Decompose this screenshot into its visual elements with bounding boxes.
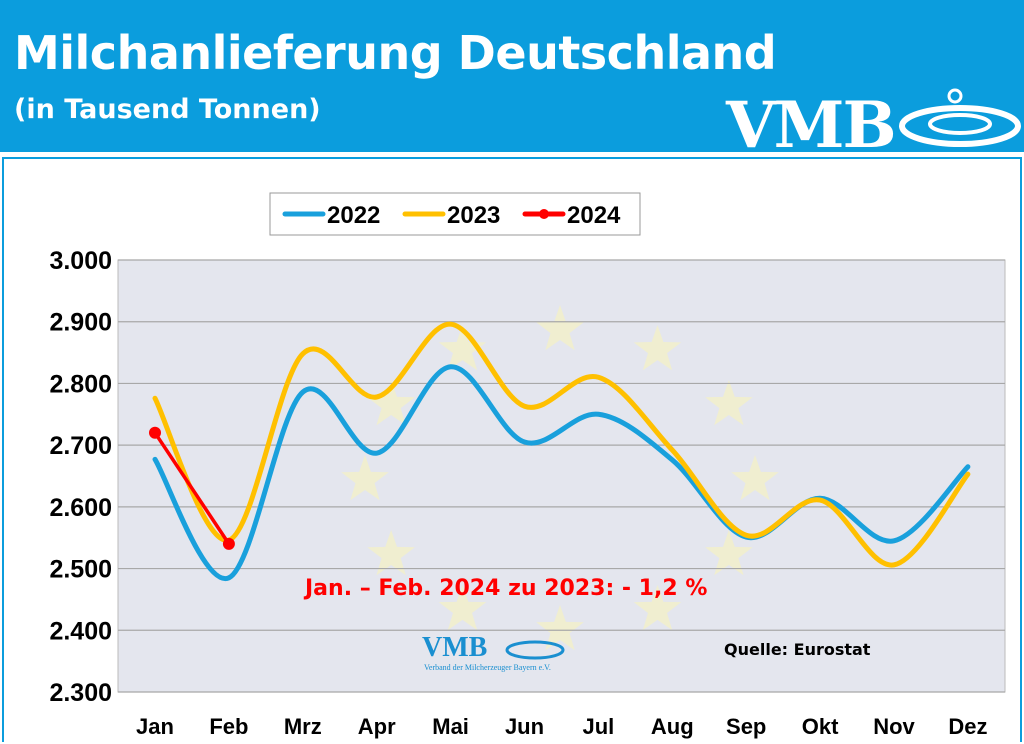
x-tick-label: Jul xyxy=(583,714,615,739)
x-tick-label: Dez xyxy=(948,714,987,739)
x-tick-label: Jan xyxy=(136,714,174,739)
watermark-org-text: Verband der Milcherzeuger Bayern e.V. xyxy=(424,663,551,672)
y-tick-label: 2.300 xyxy=(49,679,112,707)
x-tick-label: Nov xyxy=(873,714,915,739)
x-tick-label: Apr xyxy=(358,714,396,739)
x-tick-label: Okt xyxy=(802,714,839,739)
eu-star-icon xyxy=(438,584,487,631)
legend-marker-2024 xyxy=(539,209,549,219)
series-line-2023 xyxy=(152,321,971,568)
eu-star-icon xyxy=(705,530,753,576)
chart-title: Milchanlieferung Deutschland xyxy=(14,26,777,80)
legend-label-2024: 2024 xyxy=(567,202,621,229)
eu-star-icon xyxy=(536,305,584,351)
y-tick-label: 2.900 xyxy=(49,309,112,337)
eu-star-icon xyxy=(633,325,682,371)
x-tick-label: Mrz xyxy=(284,714,322,739)
eu-star-icon xyxy=(341,455,389,501)
y-tick-label: 2.800 xyxy=(49,370,112,398)
eu-star-icon xyxy=(438,325,487,371)
y-tick-label: 2.600 xyxy=(49,494,112,522)
eu-star-icon xyxy=(367,380,415,426)
eu-star-icon xyxy=(731,455,779,501)
y-tick-label: 2.500 xyxy=(49,556,112,584)
watermark-vmb-logo: VMB xyxy=(422,632,487,663)
y-tick-label: 2.400 xyxy=(49,617,112,645)
y-tick-label: 3.000 xyxy=(49,247,112,275)
eu-star-icon xyxy=(367,530,415,576)
data-point-2024 xyxy=(149,426,161,439)
x-tick-label: Mai xyxy=(432,714,469,739)
data-point-2024 xyxy=(222,537,235,550)
x-tick-label: Jun xyxy=(505,714,544,739)
y-tick-label: 2.700 xyxy=(49,432,112,460)
x-tick-label: Feb xyxy=(209,714,248,739)
source-label: Quelle: Eurostat xyxy=(724,640,871,659)
eu-star-icon xyxy=(536,605,584,651)
chart-subtitle: (in Tausend Tonnen) xyxy=(14,94,321,125)
watermark-swirl-icon xyxy=(505,640,565,660)
legend-box xyxy=(269,192,641,236)
legend-label-2023: 2023 xyxy=(447,202,500,229)
x-tick-label: Sep xyxy=(726,714,766,739)
eu-star-icon xyxy=(633,584,682,631)
eu-star-icon xyxy=(705,380,753,426)
annotation-text: Jan. – Feb. 2024 zu 2023: - 1,2 % xyxy=(303,576,707,601)
series-line-2024 xyxy=(153,431,231,545)
x-tick-label: Aug xyxy=(651,714,694,739)
vmb-logo: VMB xyxy=(726,88,897,163)
legend-label-2022: 2022 xyxy=(327,202,380,229)
